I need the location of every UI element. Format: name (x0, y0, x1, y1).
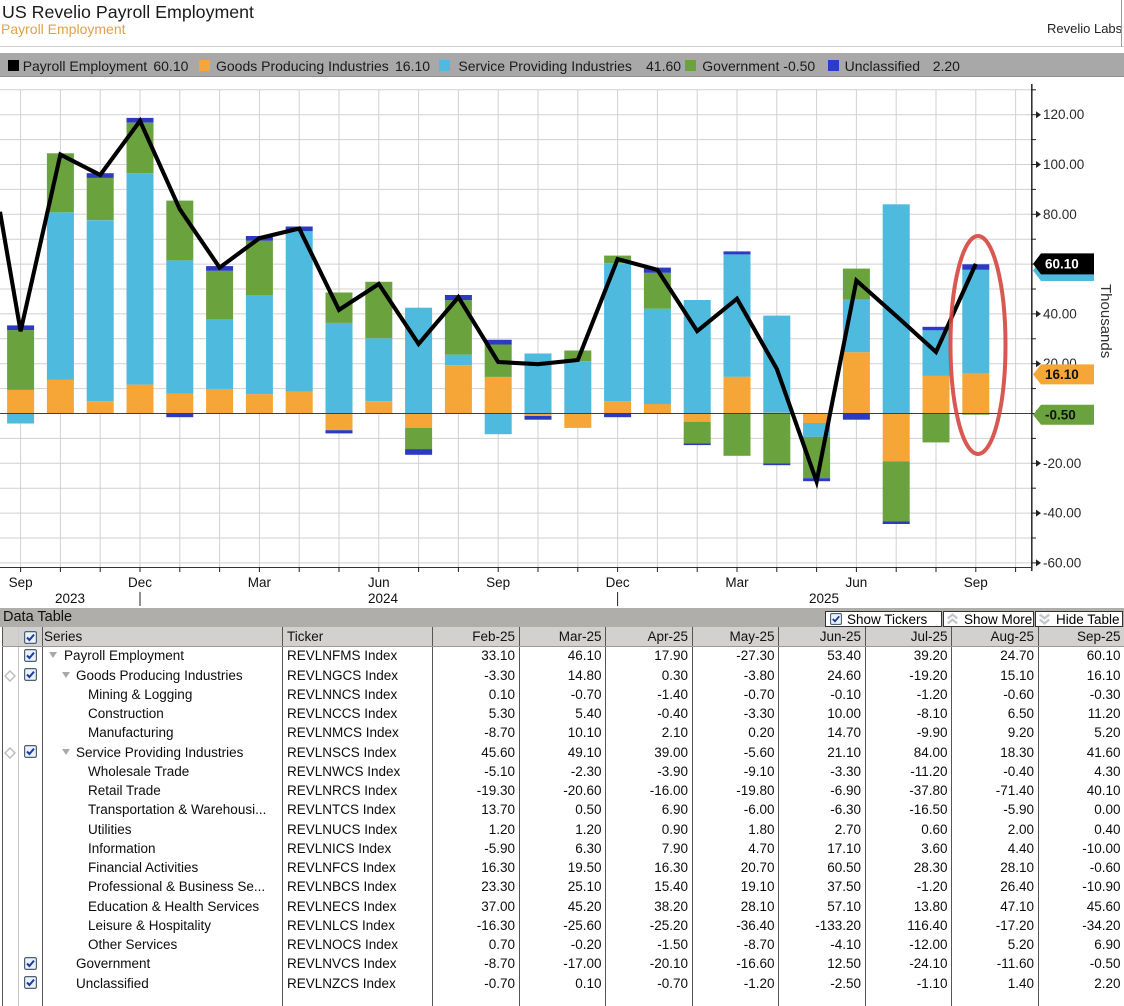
svg-text:80.00: 80.00 (1043, 207, 1077, 222)
svg-text:Mar: Mar (725, 575, 749, 590)
svg-text:Jun: Jun (846, 575, 868, 590)
svg-text:Jun: Jun (368, 575, 390, 590)
svg-text:Thousands: Thousands (1097, 284, 1114, 358)
svg-text:Dec: Dec (606, 575, 630, 590)
svg-text:2025: 2025 (809, 591, 839, 606)
svg-text:40.00: 40.00 (1043, 306, 1077, 321)
svg-text:2024: 2024 (368, 591, 399, 606)
svg-text:Sep: Sep (486, 575, 510, 590)
svg-text:-0.50: -0.50 (1045, 408, 1076, 423)
svg-text:100.00: 100.00 (1043, 157, 1084, 172)
svg-text:Mar: Mar (248, 575, 272, 590)
svg-text:Sep: Sep (9, 575, 33, 590)
svg-text:-40.00: -40.00 (1043, 506, 1081, 521)
svg-text:16.10: 16.10 (1045, 367, 1079, 382)
svg-text:-20.00: -20.00 (1043, 456, 1081, 471)
svg-text:-60.00: -60.00 (1043, 555, 1081, 570)
svg-text:2023: 2023 (55, 591, 85, 606)
svg-text:120.00: 120.00 (1043, 107, 1084, 122)
svg-text:60.10: 60.10 (1045, 257, 1079, 272)
svg-text:Dec: Dec (128, 575, 152, 590)
svg-text:Sep: Sep (964, 575, 988, 590)
